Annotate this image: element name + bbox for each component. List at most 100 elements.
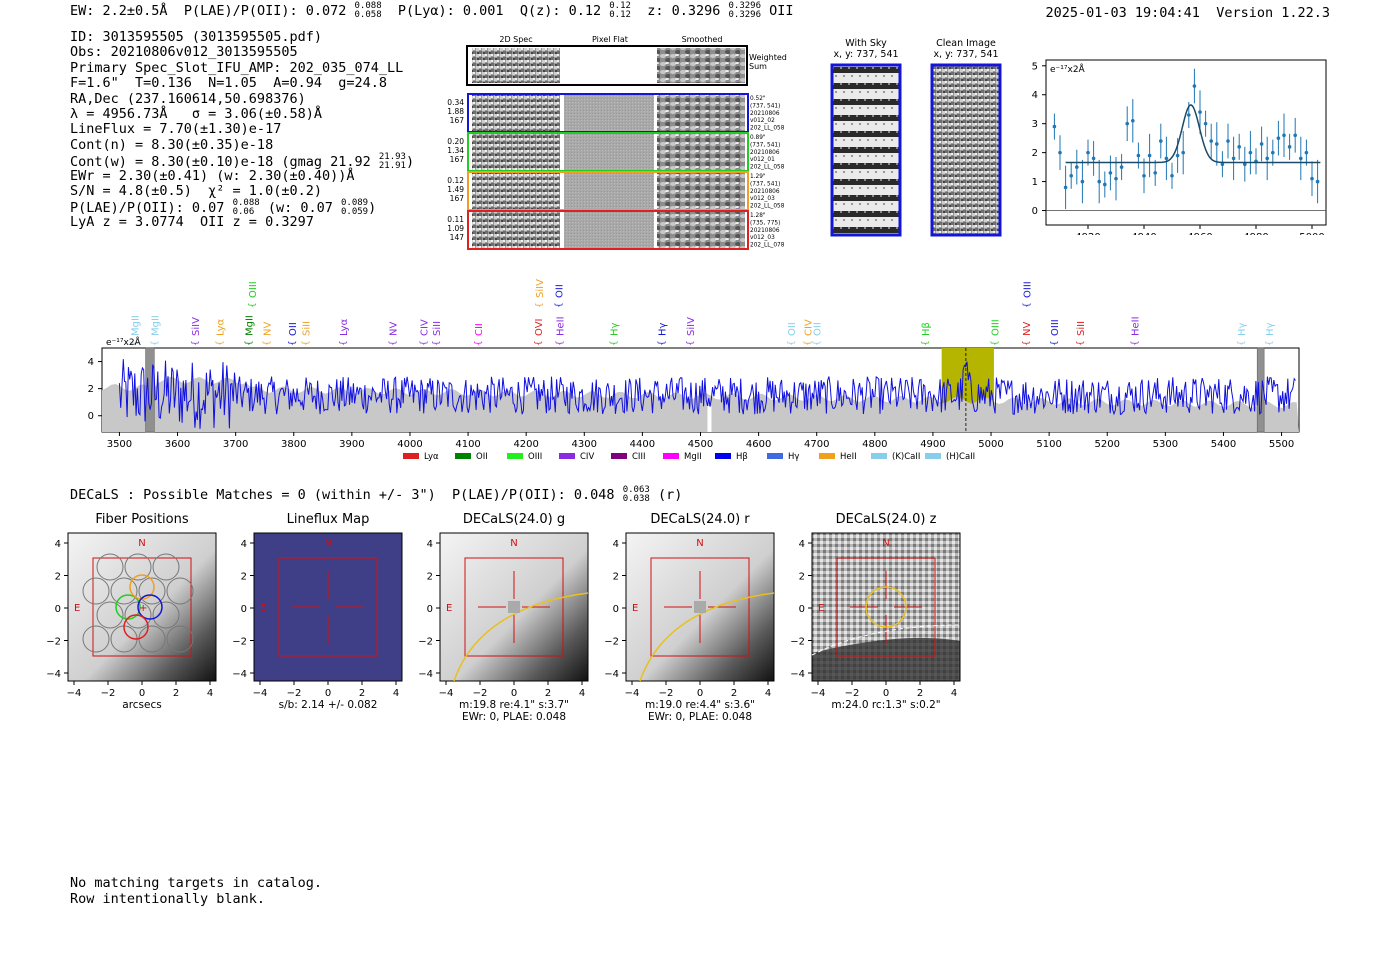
panel-xtick-label: −4 [67,688,82,699]
row-desc: (735, 775) [750,220,780,226]
z-line: OII [769,3,794,19]
line-bracket: { [288,340,298,346]
panel-ytick-label: −2 [790,637,805,648]
zoom-point [1231,156,1236,161]
legend-label: Hγ [788,452,799,462]
panel-xtick-label: 2 [359,688,365,699]
row-desc: 0.52" [750,96,766,102]
row-weight-2: 1.49 [447,185,464,194]
ew-value: EW: 2.2±0.5Å [70,3,168,19]
spec-xtick-label: 4600 [746,439,771,450]
info-params: F=1.6" T=0.136 N=1.05 A=0.94 g=24.8 [70,75,387,92]
fiber-circle [82,577,110,605]
spec-xtick-label: 3800 [281,439,306,450]
zoom-point [1108,171,1113,175]
panel-ytick-label: 4 [613,539,619,550]
panel-ytick-label: −2 [418,637,433,648]
panel-title: DECaLS(24.0) z [836,512,937,527]
line-bracket: { [555,340,565,346]
line-bracket: { [1237,340,1247,346]
zoom-axes: 4920 4940 4960 4980 5000 0 1 2 3 4 5 [1032,61,1325,235]
contw-end: ) [405,154,415,171]
row-desc: (737, 541) [750,181,780,187]
panel-ytick-label: 4 [799,539,805,550]
zoom-point [1299,156,1303,161]
zoom-point [1153,171,1157,175]
qz-hi: 0.12 [609,1,631,11]
row-pixel-flat [564,173,654,209]
line-label: Hγ [1265,322,1276,336]
panel-dark-region [812,637,960,681]
row-desc: 202_LL_058 [750,165,785,171]
spec-cutouts: 2D Spec Pixel Flat Smoothed Weighted Sum… [447,35,787,250]
legend-swatch [455,453,471,459]
legend-swatch [871,453,887,459]
panel-xtick-label: 4 [579,688,585,699]
panel-ytick-label: −4 [790,669,805,680]
panel-ytick-label: 0 [613,604,619,615]
panel-ytick-label: 2 [55,572,61,583]
zoom-ytick-label: 2 [1032,148,1038,159]
zoom-point [1287,145,1292,149]
info-primary: Primary Spec_Slot_IFU_AMP: 202_035_074_L… [70,59,404,76]
weighted-smoothed [657,48,745,83]
info-sn: S/N = 4.8(±0.5) χ² = 1.0(±0.2) [70,182,322,199]
north-label: N [324,538,331,549]
line-bracket: { [339,340,349,346]
zoom-point [1181,150,1185,155]
footer-line2: Row intentionally blank. [70,890,266,907]
line-bracket: { [150,340,160,346]
zoom-point [1215,142,1219,146]
zoom-point [1159,139,1163,143]
row-desc: 20210806 [750,150,780,156]
spectrum-line [118,359,1296,429]
fiber-circle [152,553,180,581]
clean-image [930,63,1002,237]
imaging-panel: Fiber Positions N E + −4 −2 0 2 4 4 2 0 −2 −4 arcsecs [46,512,217,711]
zoom-point [1237,145,1241,149]
line-label: OIII [248,281,259,298]
zoom-xtick-label: 4980 [1243,232,1268,235]
row-2d-spec [472,173,560,209]
spectrum-axes: 3500 3600 3700 3800 3900 4000 4100 4200 4300 4400… [88,357,1295,450]
plae-w-hi: 0.089 [340,198,369,209]
legend-swatch [715,453,731,459]
line-label: SiIV [535,279,546,298]
panel-ytick-label: −2 [604,637,619,648]
timestamp-version: 2025-01-03 19:04:41 Version 1.22.3 [1046,5,1331,21]
zoom-point [1086,150,1090,155]
clean-title: Clean Image [936,38,996,49]
contw-lo: 21.91 [378,161,406,172]
zoom-point [1170,173,1174,178]
line-bracket: { [248,302,258,308]
zoom-point [1293,133,1297,138]
line-label: OIII [1050,319,1061,336]
panel-xtick-label: 0 [511,688,517,699]
spec-xtick-label: 5300 [1153,439,1178,450]
plae-lo: 0.058 [354,10,382,20]
fiber-circle [138,577,166,605]
panel-xtick-label: 2 [173,688,179,699]
row-smoothed [657,134,745,170]
east-label: E [260,603,266,614]
with-sky-image [830,63,902,237]
north-label: N [138,538,145,549]
panel-title: DECaLS(24.0) r [650,512,750,527]
legend-swatch [819,453,835,459]
zoom-ytick-label: 1 [1032,177,1038,188]
row-2d-spec [472,212,560,248]
row-pixel-flat [564,95,654,131]
panel-ytick-label: −2 [232,637,247,648]
row-weight-2: 1.88 [447,107,464,116]
info-ewr: EWr = 2.30(±0.41) (w: 2.30(±0.40))Å [70,167,355,184]
zoom-fit-curve [1065,104,1321,164]
fiber-circle [82,625,110,653]
line-label: MgII [150,315,161,336]
spectrum-unit-label: e⁻¹⁷x2Å [106,336,142,348]
row-desc: 20210806 [750,111,780,117]
spec-xtick-label: 3500 [107,439,132,450]
row-frame [467,210,749,250]
panel-ytick-label: −2 [46,637,61,648]
zoom-ytick-label: 3 [1032,119,1038,130]
